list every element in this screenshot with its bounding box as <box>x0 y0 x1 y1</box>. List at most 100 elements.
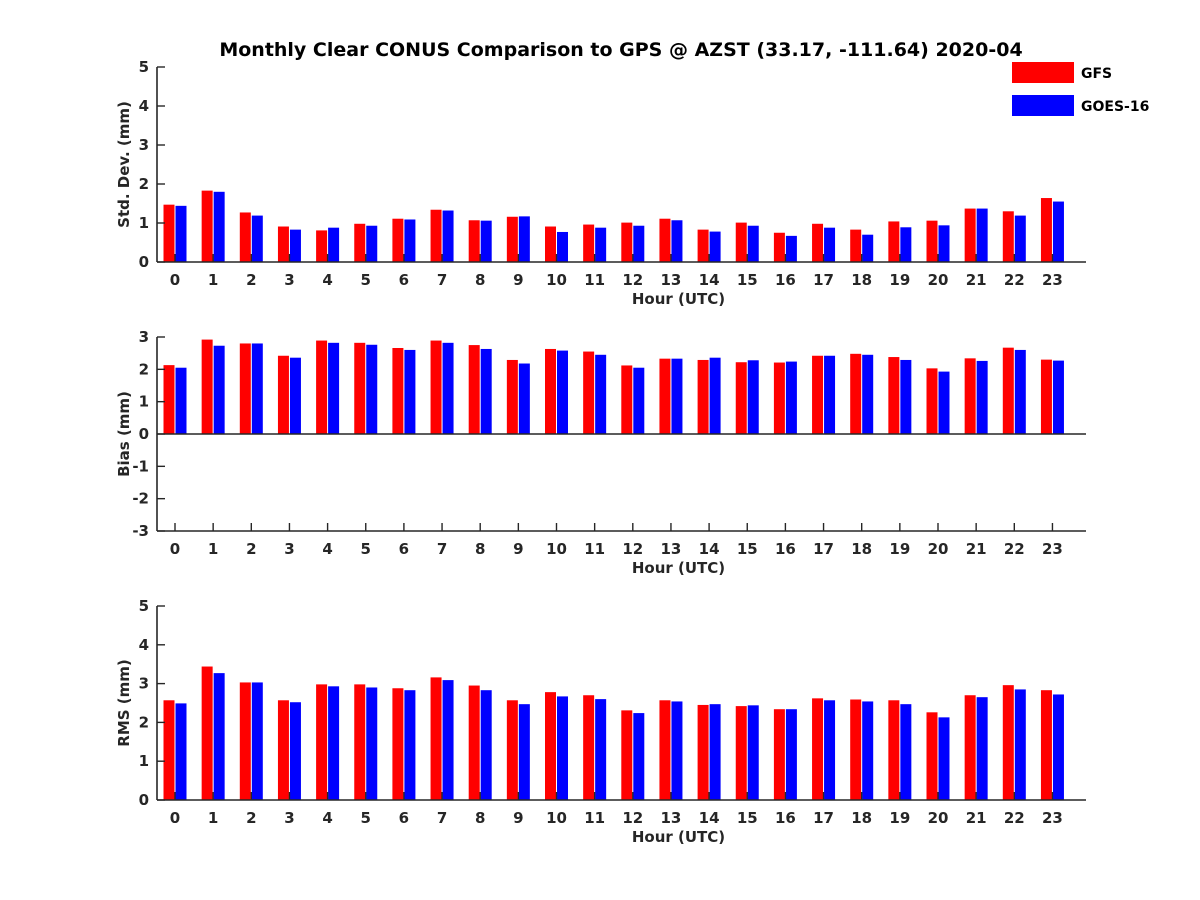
x-tick-label: 14 <box>699 271 720 289</box>
bar-gfs-hour-11 <box>583 695 595 800</box>
x-tick-label: 20 <box>928 809 949 827</box>
x-tick-label: 22 <box>1004 809 1025 827</box>
x-tick-label: 11 <box>584 540 605 558</box>
bar-gfs-hour-6 <box>392 347 404 434</box>
x-tick-label: 1 <box>208 809 218 827</box>
bar-gfs-hour-0 <box>163 204 175 262</box>
x-tick-label: 15 <box>737 271 758 289</box>
bar-gfs-hour-13 <box>659 700 671 800</box>
bar-goes-16-hour-5 <box>366 344 378 434</box>
x-tick-label: 16 <box>775 540 796 558</box>
x-tick-label: 19 <box>889 540 910 558</box>
bar-goes-16-hour-20 <box>938 717 950 800</box>
bar-goes-16-hour-11 <box>595 227 607 262</box>
x-tick-label: 21 <box>966 540 987 558</box>
bar-goes-16-hour-0 <box>175 703 187 800</box>
x-tick-label: 9 <box>513 809 523 827</box>
x-tick-label: 23 <box>1042 540 1063 558</box>
bar-goes-16-hour-21 <box>976 208 988 262</box>
bar-goes-16-hour-23 <box>1052 360 1064 434</box>
x-tick-label: 5 <box>361 809 371 827</box>
bar-gfs-hour-9 <box>506 216 518 262</box>
y-axis-label: RMS (mm) <box>115 659 133 746</box>
y-tick-label: 3 <box>139 328 149 346</box>
bar-goes-16-hour-6 <box>404 219 416 262</box>
bar-gfs-hour-6 <box>392 688 404 800</box>
bar-gfs-hour-22 <box>1002 211 1014 262</box>
bar-goes-16-hour-3 <box>289 702 301 800</box>
bar-gfs-hour-17 <box>812 698 824 800</box>
bar-goes-16-hour-15 <box>747 705 759 800</box>
x-tick-label: 22 <box>1004 540 1025 558</box>
y-tick-label: 0 <box>139 425 149 443</box>
x-axis-label: Hour (UTC) <box>632 559 725 577</box>
x-tick-label: 20 <box>928 271 949 289</box>
bar-gfs-hour-14 <box>697 704 709 800</box>
x-tick-label: 4 <box>322 540 332 558</box>
chart-title: Monthly Clear CONUS Comparison to GPS @ … <box>219 39 1022 61</box>
bar-goes-16-hour-5 <box>366 687 378 800</box>
bar-goes-16-hour-4 <box>328 686 340 800</box>
bar-goes-16-hour-13 <box>671 220 683 262</box>
x-tick-label: 6 <box>399 809 409 827</box>
x-tick-label: 9 <box>513 540 523 558</box>
bar-gfs-hour-15 <box>735 222 747 262</box>
x-axis-label: Hour (UTC) <box>632 290 725 308</box>
y-tick-label: -1 <box>132 457 149 475</box>
y-tick-label: 2 <box>139 713 149 731</box>
bar-gfs-hour-4 <box>316 684 328 800</box>
bar-gfs-hour-2 <box>239 343 251 434</box>
bar-goes-16-hour-23 <box>1052 694 1064 800</box>
bar-goes-16-hour-7 <box>442 210 454 262</box>
bar-goes-16-hour-16 <box>785 361 797 434</box>
bar-gfs-hour-19 <box>888 700 900 800</box>
x-tick-label: 7 <box>437 271 447 289</box>
x-tick-label: 5 <box>361 271 371 289</box>
y-axis-label: Bias (mm) <box>115 391 133 477</box>
y-tick-label: 2 <box>139 175 149 193</box>
bar-goes-16-hour-9 <box>518 216 530 262</box>
bar-gfs-hour-6 <box>392 218 404 262</box>
y-tick-label: 5 <box>139 58 149 76</box>
bar-gfs-hour-1 <box>201 190 213 262</box>
bar-goes-16-hour-9 <box>518 704 530 800</box>
x-tick-label: 15 <box>737 809 758 827</box>
bar-gfs-hour-7 <box>430 677 442 800</box>
bar-goes-16-hour-14 <box>709 231 721 262</box>
bar-goes-16-hour-20 <box>938 371 950 434</box>
x-tick-label: 8 <box>475 809 485 827</box>
bar-gfs-hour-13 <box>659 218 671 262</box>
bar-goes-16-hour-22 <box>1014 349 1026 434</box>
x-tick-label: 10 <box>546 271 567 289</box>
bar-gfs-hour-19 <box>888 221 900 262</box>
bar-goes-16-hour-17 <box>824 700 836 800</box>
x-tick-label: 23 <box>1042 809 1063 827</box>
bar-goes-16-hour-1 <box>213 191 225 262</box>
x-tick-label: 2 <box>246 809 256 827</box>
bar-goes-16-hour-15 <box>747 360 759 434</box>
y-axis-label: Std. Dev. (mm) <box>115 101 133 228</box>
bar-gfs-hour-5 <box>354 684 366 800</box>
bar-goes-16-hour-22 <box>1014 215 1026 262</box>
bar-gfs-hour-3 <box>277 355 289 434</box>
bar-gfs-hour-23 <box>1040 359 1052 434</box>
bar-goes-16-hour-18 <box>862 701 874 800</box>
x-tick-label: 11 <box>584 271 605 289</box>
bar-gfs-hour-8 <box>468 220 480 262</box>
bar-gfs-hour-18 <box>850 353 862 434</box>
bar-gfs-hour-3 <box>277 226 289 262</box>
bar-goes-16-hour-2 <box>251 215 263 262</box>
bar-gfs-hour-8 <box>468 685 480 800</box>
bar-goes-16-hour-22 <box>1014 689 1026 800</box>
bar-gfs-hour-16 <box>773 709 785 800</box>
bar-goes-16-hour-13 <box>671 358 683 434</box>
bar-goes-16-hour-2 <box>251 682 263 800</box>
y-tick-label: -3 <box>132 522 149 540</box>
y-tick-label: 1 <box>139 752 149 770</box>
x-tick-label: 6 <box>399 540 409 558</box>
bar-gfs-hour-20 <box>926 368 938 434</box>
bar-goes-16-hour-1 <box>213 673 225 800</box>
bar-gfs-hour-22 <box>1002 347 1014 434</box>
x-tick-label: 3 <box>284 271 294 289</box>
